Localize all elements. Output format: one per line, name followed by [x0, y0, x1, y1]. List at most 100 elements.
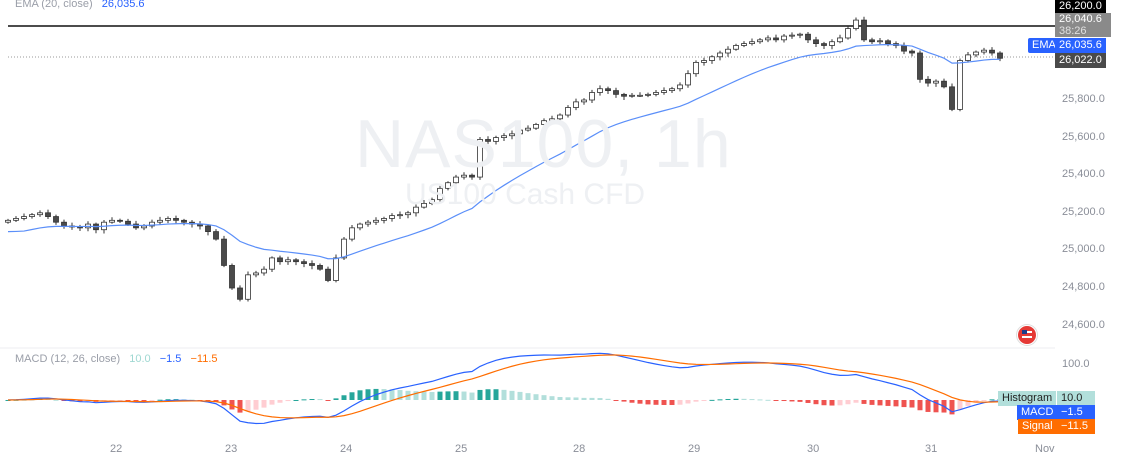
y-tick-label: 25,800.0: [1062, 93, 1105, 105]
last-price-tag: 26,040.6 38:26: [1055, 13, 1111, 37]
candle-body: [13, 218, 19, 221]
histogram-bar: [581, 397, 587, 400]
candle-body: [877, 40, 883, 43]
candle-body: [5, 219, 11, 223]
candle-body: [157, 219, 163, 223]
histogram-bar: [501, 389, 507, 400]
x-tick-label: 24: [340, 443, 353, 455]
candle-body: [789, 34, 795, 37]
histogram-bar: [285, 400, 291, 402]
candle-body: [365, 221, 371, 225]
signal-line: [7, 354, 1001, 419]
histogram-bar: [717, 399, 723, 401]
histogram-bar: [453, 391, 459, 400]
histogram-bar: [421, 391, 427, 400]
histogram-bar: [893, 400, 899, 407]
x-tick-label: 28: [573, 443, 586, 455]
candle-body: [221, 238, 227, 266]
candle-body: [925, 78, 931, 84]
candle-body: [237, 287, 243, 300]
candle-body: [997, 52, 1003, 59]
candle-body: [685, 73, 691, 86]
candle-body: [549, 118, 555, 122]
candle-body: [973, 51, 979, 56]
candle-body: [869, 39, 875, 43]
histogram-bar: [677, 400, 683, 405]
macd-tag-value: −1.5: [1057, 405, 1095, 420]
candle-body: [493, 137, 499, 142]
candle-body: [845, 28, 851, 39]
prev-close-tag: 26,022.0: [1055, 53, 1106, 68]
candle-body: [533, 124, 539, 129]
histogram-bar: [493, 389, 499, 400]
candle-body: [805, 33, 811, 41]
macd-legend-hist: 10.0: [129, 353, 151, 365]
histogram-bar: [669, 400, 675, 406]
histogram-bar: [517, 391, 523, 400]
candle-body: [989, 49, 995, 54]
histogram-bar: [773, 400, 779, 401]
histogram-bar: [333, 398, 339, 400]
candle-body: [573, 101, 579, 108]
histogram-bar: [933, 400, 939, 413]
histogram-bar: [805, 400, 811, 403]
histogram-bar: [597, 398, 603, 400]
candle-body: [149, 221, 155, 227]
x-tick-label: 30: [807, 443, 820, 455]
histogram-bar: [389, 389, 395, 400]
histogram-bar: [477, 389, 483, 400]
watermark-subtitle: US100 Cash CFD: [405, 178, 646, 211]
candle-body: [829, 41, 835, 46]
histogram-bar: [645, 400, 651, 405]
histogram-bar: [741, 398, 747, 400]
candle-body: [589, 92, 595, 101]
histogram-bar: [133, 400, 139, 401]
candle-body: [357, 223, 363, 229]
candle-body: [309, 263, 315, 266]
candle-body: [205, 225, 211, 233]
histogram-bar: [461, 391, 467, 400]
y-tick-label: 25,600.0: [1062, 130, 1105, 143]
candle-body: [21, 216, 27, 219]
candle-body: [933, 80, 939, 84]
candle-body: [749, 41, 755, 45]
histogram-bar: [661, 400, 667, 405]
histogram-bar: [557, 397, 563, 400]
candle-body: [781, 35, 787, 41]
candle-body: [269, 257, 275, 270]
candle-body: [477, 139, 483, 178]
us-flag-icon[interactable]: [1017, 325, 1037, 345]
histogram-bar: [869, 400, 875, 405]
y-tick-label: 25,000.0: [1062, 243, 1105, 256]
histogram-bar: [277, 400, 283, 403]
candle-body: [333, 257, 339, 281]
candle-body: [413, 206, 419, 214]
histogram-bar: [341, 395, 347, 400]
candle-body: [445, 182, 451, 189]
macd-legend[interactable]: MACD (12, 26, close) 10.0 −1.5 −11.5: [15, 353, 224, 365]
candle-body: [301, 261, 307, 264]
histogram-bar: [509, 390, 515, 400]
ema-legend[interactable]: EMA (20, close) 26,035.6: [15, 0, 151, 10]
candle-body: [717, 52, 723, 58]
candle-body: [245, 274, 251, 300]
candle-body: [757, 39, 763, 43]
macd-legend-macd: −1.5: [159, 353, 182, 365]
candle-body: [317, 265, 323, 270]
histogram-bar: [949, 400, 955, 415]
histogram-tag-label: Histogram: [998, 391, 1057, 406]
ema-price-tag: 26,035.6: [1055, 38, 1106, 53]
candle-body: [773, 37, 779, 41]
y-tick-label: 24,600.0: [1062, 318, 1105, 331]
candle-body: [813, 39, 819, 45]
candle-body: [429, 199, 435, 204]
histogram-bar: [853, 400, 859, 403]
histogram-bar: [629, 400, 635, 403]
x-tick-label: 23: [225, 443, 238, 455]
histogram-bar: [861, 400, 867, 404]
candle-body: [109, 219, 115, 223]
candle-body: [405, 212, 411, 216]
histogram-bar: [165, 399, 171, 401]
candle-body: [421, 202, 427, 208]
